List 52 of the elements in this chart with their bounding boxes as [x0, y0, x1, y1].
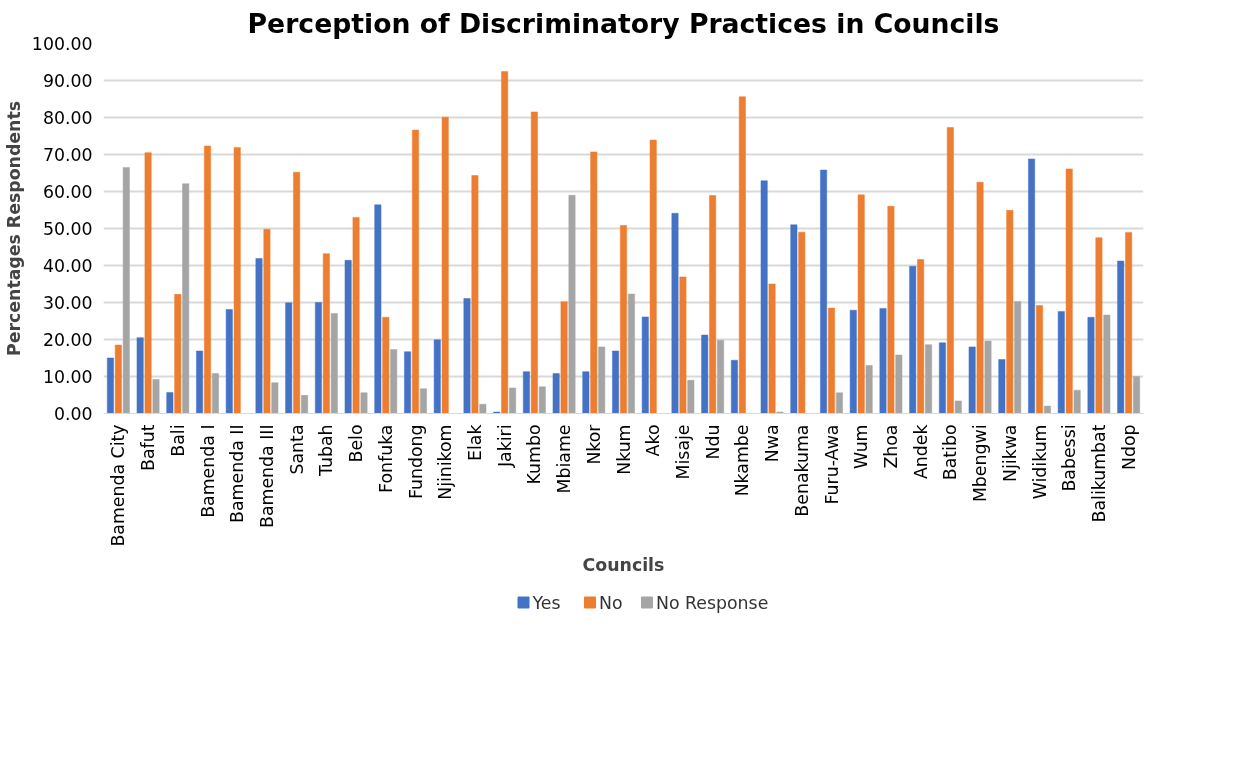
x-tick-label: Nkum — [613, 424, 634, 475]
legend-label: No — [599, 592, 623, 613]
x-tick-label: Benakuma — [791, 424, 812, 517]
x-tick-label: Fundong — [405, 424, 426, 500]
x-tick-label: Belo — [346, 424, 367, 463]
x-tick-label: Misaje — [672, 424, 693, 480]
x-tick-label: Widikum — [1029, 424, 1050, 500]
x-tick-label: Bamenda I — [197, 424, 218, 518]
x-tick-label: Mbiame — [554, 424, 575, 494]
x-tick-label: Zhoa — [880, 424, 901, 469]
x-tick-label: Bafut — [138, 424, 159, 471]
y-tick-label: 80.00 — [42, 108, 93, 128]
y-tick-label: 30.00 — [42, 293, 93, 313]
x-tick-label: Jakiri — [494, 424, 515, 469]
x-tick-label: Bali — [167, 424, 188, 457]
x-tick-label: Nkor — [583, 423, 604, 465]
x-tick-label: Njinikom — [435, 424, 456, 500]
x-tick-label: Bamenda City — [108, 424, 129, 547]
x-tick-label: Fonfuka — [375, 424, 396, 493]
y-tick-label: 100.00 — [31, 34, 93, 54]
x-tick-label: Bamenda II — [227, 424, 248, 523]
x-tick-label: Furu-Awa — [821, 424, 842, 505]
x-tick-label: Bamenda III — [256, 424, 277, 528]
legend-label: Yes — [531, 592, 561, 613]
x-tick-label: Nkambe — [732, 424, 753, 497]
x-tick-label: Elak — [464, 424, 485, 461]
x-tick-label: Andek — [910, 424, 931, 480]
x-axis-title: Councils — [582, 554, 665, 575]
y-tick-label: 40.00 — [42, 256, 93, 276]
x-tick-label: Tubah — [316, 424, 337, 478]
chart-title: Perception of Discriminatory Practices in Councils — [247, 7, 1000, 39]
y-tick-label: 90.00 — [42, 71, 93, 91]
y-tick-label: 10.00 — [42, 367, 93, 387]
x-tick-label: Santa — [286, 424, 307, 475]
y-tick-label: 0.00 — [53, 404, 93, 424]
x-tick-label: Babessi — [1059, 424, 1080, 492]
x-tick-label: Kumbo — [524, 424, 545, 485]
y-tick-label: 50.00 — [42, 219, 93, 239]
y-tick-label: 70.00 — [42, 145, 93, 165]
x-tick-label: Ndu — [702, 424, 723, 460]
y-axis-title: Percentages Respondents — [3, 101, 24, 356]
x-tick-label: Balikumbat — [1088, 424, 1109, 523]
x-tick-label: Ndop — [1118, 424, 1139, 471]
x-tick-label: Njikwa — [999, 424, 1020, 482]
y-tick-label: 20.00 — [42, 330, 93, 350]
x-tick-label: Ako — [643, 424, 664, 457]
x-tick-label: Batibo — [940, 424, 961, 481]
x-tick-label: Wum — [851, 424, 872, 469]
x-tick-label: Nwa — [762, 424, 783, 463]
y-tick-label: 60.00 — [42, 182, 93, 202]
legend-label: No Response — [656, 592, 769, 613]
x-tick-label: Mbengwi — [970, 424, 991, 503]
